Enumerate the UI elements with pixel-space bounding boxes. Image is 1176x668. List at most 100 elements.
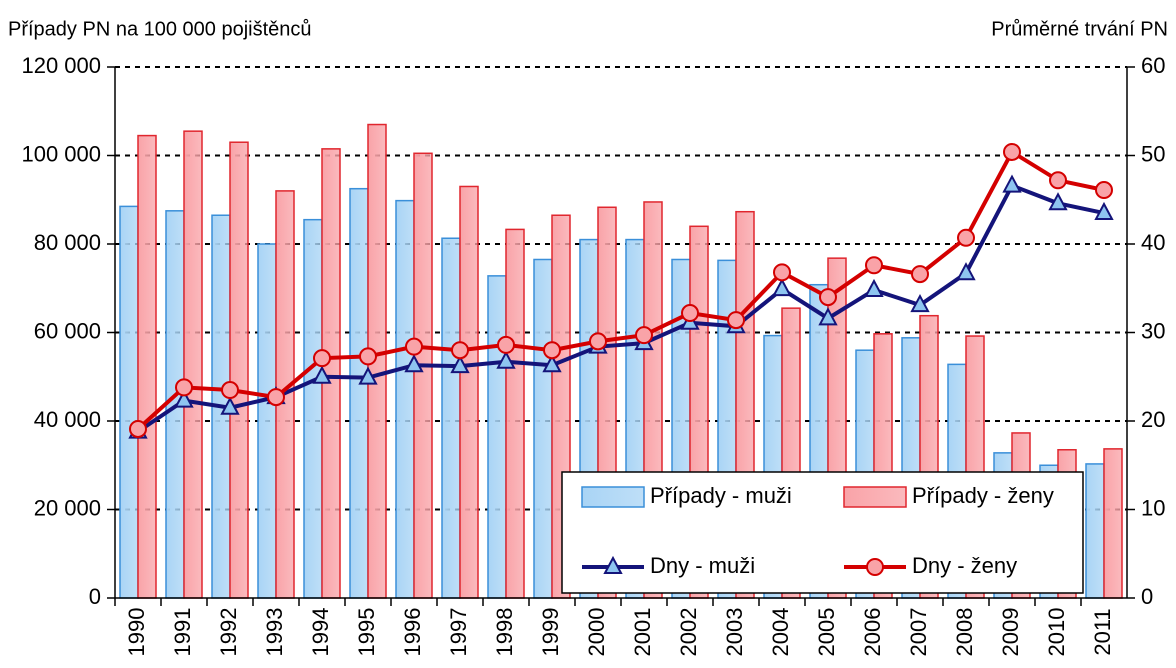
x-tick-label: 1993: [262, 608, 287, 657]
x-tick-label: 2010: [1044, 608, 1069, 657]
bar: [395, 199, 415, 599]
marker: [910, 293, 930, 313]
x-tick-label: 1996: [400, 608, 425, 657]
x-tick-label: 2003: [722, 608, 747, 657]
y-axis-title: Případy PN na 100 000 pojištěnců: [8, 18, 312, 40]
x-tick-label: 2004: [768, 608, 793, 657]
marker: [267, 388, 285, 407]
marker: [1003, 142, 1021, 161]
bar: [137, 134, 157, 599]
marker: [681, 304, 699, 323]
marker: [543, 341, 561, 360]
marker: [220, 396, 240, 415]
y2-axis-title: Průměrné trvání PN: [991, 18, 1168, 40]
x-tick-label: 2007: [906, 608, 931, 657]
y2-tick-label: 20: [1141, 407, 1165, 432]
marker: [727, 311, 745, 330]
bar: [119, 205, 139, 599]
bar: [349, 187, 369, 599]
marker: [312, 365, 332, 384]
marker: [542, 354, 562, 373]
x-tick-label: 1990: [124, 608, 149, 657]
y2-tick-label: 40: [1141, 230, 1165, 255]
y-tick-label: 20 000: [34, 495, 101, 520]
legend-label: Případy - muži: [650, 483, 792, 508]
marker: [358, 366, 378, 385]
x-tick-label: 2005: [814, 608, 839, 657]
line: [136, 149, 1105, 431]
marker: [1048, 192, 1068, 211]
bar: [257, 243, 277, 599]
bar: [505, 228, 525, 599]
marker: [404, 354, 424, 373]
x-tick-label: 2009: [998, 608, 1023, 657]
marker: [1094, 201, 1114, 221]
marker: [496, 350, 516, 369]
marker: [175, 378, 193, 397]
bar: [183, 130, 203, 599]
marker: [1002, 174, 1022, 193]
line: [136, 183, 1105, 434]
y2-tick-label: 50: [1141, 141, 1165, 166]
x-tick-label: 2001: [630, 608, 655, 657]
bar: [441, 237, 461, 599]
bar: [303, 218, 323, 599]
y-tick-label: 100 000: [21, 141, 101, 166]
y2-tick-label: 30: [1141, 318, 1165, 343]
bar: [1103, 448, 1123, 599]
marker: [451, 341, 469, 360]
x-tick-label: 1992: [216, 608, 241, 657]
bar: [533, 258, 553, 599]
bar: [459, 185, 479, 599]
x-tick-label: 1995: [354, 608, 379, 657]
marker: [129, 419, 147, 438]
marker: [221, 381, 239, 400]
marker: [911, 265, 929, 284]
bar: [1085, 463, 1105, 599]
legend-marker: [866, 558, 884, 576]
x-tick-label: 2011: [1090, 608, 1115, 655]
y-tick-label: 40 000: [34, 407, 101, 432]
legend-label: Dny - muži: [650, 553, 755, 578]
marker: [773, 263, 791, 282]
marker: [450, 355, 470, 374]
x-tick-label: 1994: [308, 608, 333, 657]
y2-tick-label: 0: [1141, 584, 1153, 609]
marker: [174, 389, 194, 408]
bar: [487, 275, 507, 599]
legend-label: Dny - ženy: [912, 553, 1017, 578]
marker: [313, 349, 331, 368]
marker: [819, 288, 837, 307]
x-tick-label: 2002: [676, 608, 701, 657]
marker: [772, 278, 792, 297]
x-tick-label: 1991: [170, 608, 195, 657]
legend-swatch: [581, 486, 645, 508]
x-tick-label: 1997: [446, 608, 471, 657]
x-tick-label: 1999: [538, 608, 563, 657]
x-tick-label: 2006: [860, 608, 885, 657]
legend-swatch: [843, 486, 907, 508]
y-tick-label: 60 000: [34, 318, 101, 343]
marker: [359, 347, 377, 366]
marker: [818, 307, 838, 326]
y-tick-label: 80 000: [34, 230, 101, 255]
marker: [864, 278, 884, 298]
y-tick-label: 0: [89, 584, 101, 609]
marker: [957, 228, 975, 247]
legend-label: Případy - ženy: [912, 483, 1054, 508]
y2-tick-label: 10: [1141, 495, 1165, 520]
legend-box: [561, 471, 1084, 594]
marker: [956, 262, 976, 281]
marker: [1049, 171, 1067, 190]
x-tick-label: 1998: [492, 608, 517, 657]
x-tick-label: 2008: [952, 608, 977, 657]
marker: [635, 326, 653, 345]
marker: [497, 335, 515, 354]
marker: [405, 337, 423, 356]
y2-tick-label: 60: [1141, 53, 1165, 78]
x-tick-label: 2000: [584, 608, 609, 657]
bar: [229, 141, 249, 599]
marker: [865, 256, 883, 275]
y-tick-label: 120 000: [21, 53, 101, 78]
